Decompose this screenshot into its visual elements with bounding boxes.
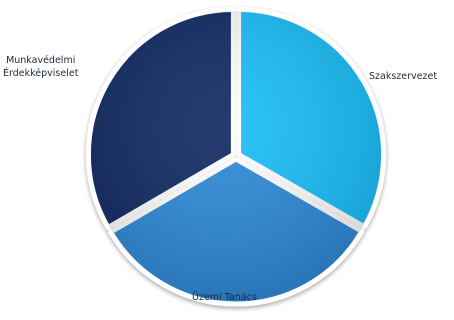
slice-label-line: Érdekképviselet	[3, 68, 79, 79]
slice-label-szakszervezet: Szakszervezet	[369, 70, 437, 83]
slice-label-line: Szakszervezet	[369, 71, 438, 82]
pie-slices	[85, 6, 387, 307]
slice-label-munkavedelmi-erdekkepviselet: Munkavédelmi Érdekképviselet	[3, 54, 78, 80]
slice-label-line: Üzemi Tanács	[192, 292, 257, 303]
slice-label-line: Munkavédelmi	[6, 55, 76, 66]
slice-label-uzemi-tanacs: Üzemi Tanács	[192, 291, 257, 304]
